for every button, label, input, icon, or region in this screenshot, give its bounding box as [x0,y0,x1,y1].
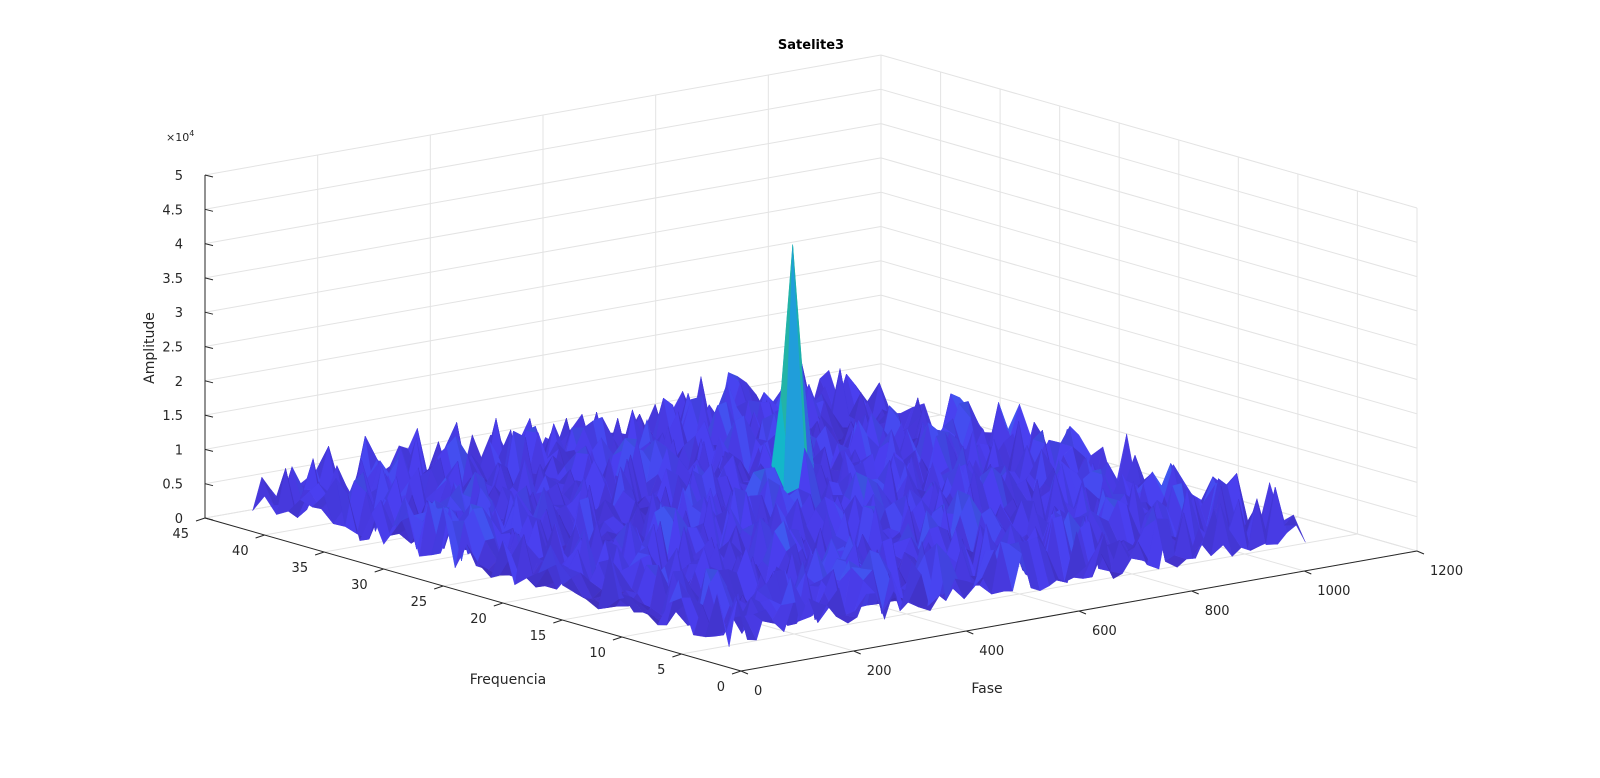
x-tick [1078,610,1087,615]
y-tick-label: 15 [530,629,547,644]
grid-line [681,533,1358,655]
y-tick [374,568,384,573]
grid-line [880,328,1418,483]
x-tick-label: 200 [867,664,892,679]
x-tick [740,670,749,675]
y-tick [553,619,563,624]
y-tick [731,670,742,675]
z-tick [204,277,214,281]
z-tick [204,448,214,452]
z-tick [204,380,214,384]
y-tick [434,585,444,590]
x-tick-label: 600 [1092,624,1117,639]
z-tick-label: 2 [175,375,183,390]
y-tick-label: 30 [351,578,368,593]
grid-line [880,88,1418,243]
x-tick [1416,550,1425,555]
z-tick [204,483,214,487]
grid-line [880,157,1418,312]
z-tick [204,243,214,247]
z-tick [204,311,214,315]
grid-line [880,260,1418,415]
y-tick-label: 0 [717,680,725,695]
y-tick [314,551,325,556]
z-tick-label: 3.5 [162,272,183,287]
y-tick-label: 45 [172,527,189,542]
x-tick [1191,590,1199,595]
grid-line [880,191,1418,346]
grid-line [204,328,882,450]
grid-line [204,157,882,279]
grid-line [204,226,882,347]
grid-line [204,294,882,416]
grid-line [204,191,882,313]
grid-line [880,363,1418,518]
grid-line [204,363,882,485]
z-tick [204,517,214,521]
z-tick-label: 0 [175,512,183,527]
x-tick [853,650,861,655]
z-tick-label: 4 [175,238,183,253]
z-tick-label: 1.5 [162,409,183,424]
x-tick-label: 800 [1205,604,1230,619]
chart-title: Satelite3 [778,38,844,53]
grid-line [880,54,1418,209]
grid-line [880,226,1418,380]
y-tick-label: 10 [589,646,606,661]
z-tick [204,174,214,178]
z-tick-label: 1 [175,443,183,458]
surface-plot [252,244,1306,648]
grid-line [204,260,882,382]
x-tick-label: 1000 [1317,584,1350,599]
z-tick-label: 0.5 [162,478,183,493]
z-tick-label: 5 [175,169,183,184]
y-tick [672,653,682,658]
y-axis-label: Frequencia [470,672,547,688]
y-tick-label: 25 [411,595,428,610]
x-tick-label: 0 [754,684,762,699]
y-tick-label: 5 [657,663,665,678]
y-tick-label: 20 [470,612,487,627]
z-tick-label: 2.5 [162,341,183,356]
y-axis-line [204,517,742,672]
y-tick [612,636,623,641]
grid-line [204,88,882,210]
grid-line [204,54,882,176]
y-tick [493,602,503,607]
x-tick [1304,570,1312,575]
x-tick-label: 400 [979,644,1004,659]
surface-patch [1283,514,1306,543]
z-axis-label: Amplitude [142,312,158,384]
grid-line [880,123,1418,278]
z-tick-label: 3 [175,306,183,321]
axes-labels: Satelite3 Amplitude Fase Frequencia ×104… [142,38,1463,699]
grid-line [204,123,882,245]
y-tick-label: 40 [232,544,249,559]
z-exponent-label: ×104 [166,129,194,144]
y-tick-label: 35 [292,561,309,576]
x-axis-label: Fase [971,681,1002,697]
x-tick [966,630,974,635]
z-tick [204,346,214,349]
z-tick [204,208,214,212]
y-tick [195,517,206,522]
z-tick [204,414,214,418]
z-tick-label: 4.5 [162,203,183,218]
y-tick [255,534,265,539]
grid-line [880,294,1418,449]
x-tick-label: 1200 [1430,564,1463,579]
